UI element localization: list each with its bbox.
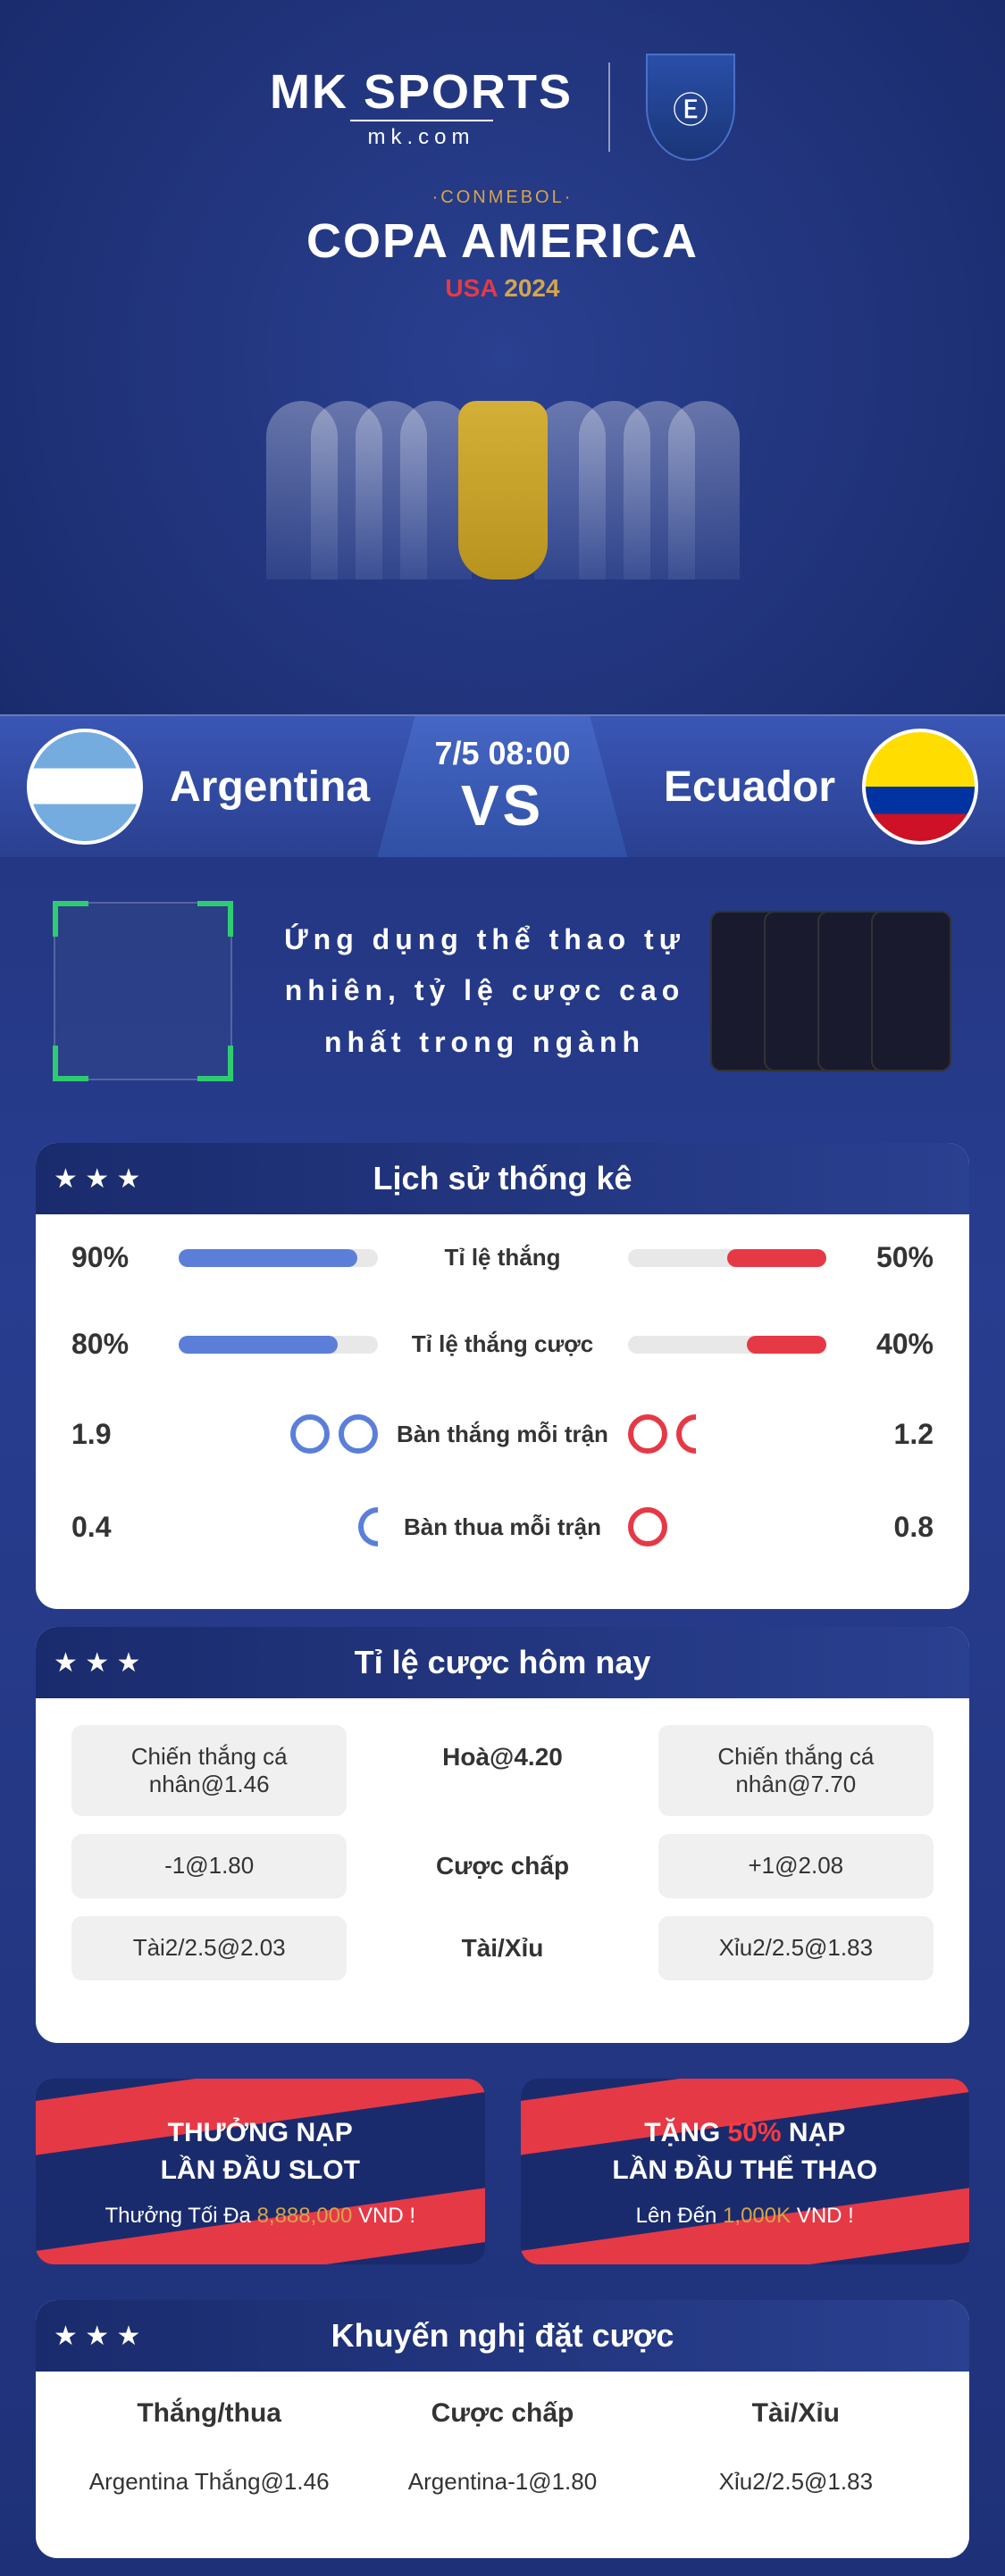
odds-value[interactable]: Chiến thắng cá nhân@1.46 (71, 1725, 347, 1816)
rec-header: Tài/Xỉu (658, 2398, 934, 2429)
goal-left-val: 0.4 (71, 1511, 161, 1544)
promo-text: Ứng dụng thể thao tự nhiên, tỷ lệ cược c… (268, 914, 701, 1069)
goal-left-val: 1.9 (71, 1418, 161, 1451)
rec-header: Cược chấp (364, 2398, 640, 2429)
brand-logo: MK SPORTS mk.com (270, 64, 573, 150)
stat-bar-right (628, 1249, 827, 1267)
stat-label: Tỉ lệ thắng (396, 1244, 610, 1271)
stat-bar-left (179, 1336, 378, 1354)
bonus-slot[interactable]: THƯỞNG NẠP LẦN ĐẦU SLOT Thưởng Tối Đa 8,… (36, 2079, 485, 2264)
goal-row: 1.9 Bàn thắng mỗi trận 1.2 (36, 1388, 969, 1480)
hero-header: MK SPORTS mk.com Ⓔ ·CONMEBOL· COPA AMERI… (0, 0, 1005, 714)
bonus-sport[interactable]: TẶNG 50% NẠP LẦN ĐẦU THỂ THAO Lên Đến 1,… (521, 2079, 970, 2264)
goal-label: Bàn thắng mỗi trận (396, 1421, 610, 1448)
odds-category: Tài/Xỉu (364, 1916, 640, 1980)
odds-title: Tỉ lệ cược hôm nay (355, 1644, 651, 1681)
stat-label: Tỉ lệ thắng cược (396, 1330, 610, 1358)
stat-left-val: 80% (71, 1328, 161, 1361)
stats-section: ★ ★ ★ Lịch sử thống kê 90% Tỉ lệ thắng 5… (36, 1143, 969, 1609)
rec-value[interactable]: Xỉu2/2.5@1.83 (658, 2468, 934, 2496)
players-trophy (0, 329, 1005, 579)
match-time: 7/5 08:00 VS (378, 716, 628, 857)
goal-right-val: 1.2 (844, 1418, 934, 1451)
odds-category: Cược chấp (364, 1834, 640, 1898)
stat-right-val: 50% (844, 1241, 934, 1274)
odds-section: ★ ★ ★ Tỉ lệ cược hôm nay Chiến thắng cá … (36, 1627, 969, 2043)
odds-category: Hoà@4.20 (364, 1725, 640, 1816)
stat-bar-right (628, 1336, 827, 1354)
recommend-section: ★ ★ ★ Khuyến nghị đặt cược Thắng/thuaCượ… (36, 2300, 969, 2558)
team-home: Argentina (0, 729, 378, 845)
rec-value[interactable]: Argentina-1@1.80 (364, 2468, 640, 2496)
goal-balls-right (628, 1414, 827, 1454)
goal-row: 0.4 Bàn thua mỗi trận 0.8 (36, 1480, 969, 1573)
odds-value[interactable]: Xỉu2/2.5@1.83 (658, 1916, 934, 1980)
rec-value[interactable]: Argentina Thắng@1.46 (71, 2468, 347, 2496)
bonus-row: THƯỞNG NẠP LẦN ĐẦU SLOT Thưởng Tối Đa 8,… (36, 2079, 969, 2264)
stat-row: 80% Tỉ lệ thắng cược 40% (36, 1301, 969, 1388)
qr-code[interactable] (54, 902, 232, 1080)
stat-row: 90% Tỉ lệ thắng 50% (36, 1214, 969, 1301)
odds-value[interactable]: -1@1.80 (71, 1834, 347, 1898)
stats-title: Lịch sử thống kê (373, 1160, 632, 1197)
goal-balls-left (179, 1414, 378, 1454)
recommend-title: Khuyến nghị đặt cược (331, 2317, 674, 2355)
flag-argentina (27, 729, 143, 845)
match-bar: Argentina 7/5 08:00 VS Ecuador (0, 714, 1005, 857)
stat-left-val: 90% (71, 1241, 161, 1274)
app-screenshots (737, 911, 951, 1071)
app-promo: Ứng dụng thể thao tự nhiên, tỷ lệ cược c… (0, 857, 1005, 1125)
goal-right-val: 0.8 (844, 1511, 934, 1544)
odds-value[interactable]: Chiến thắng cá nhân@7.70 (658, 1725, 934, 1816)
team-away: Ecuador (628, 729, 1005, 845)
stat-right-val: 40% (844, 1328, 934, 1361)
partner-badge: Ⓔ (646, 54, 735, 161)
odds-value[interactable]: +1@2.08 (658, 1834, 934, 1898)
goal-balls-right (628, 1507, 827, 1546)
goal-balls-left (179, 1507, 378, 1546)
tournament-title: ·CONMEBOL· COPA AMERICA USA 2024 (0, 188, 1005, 303)
goal-label: Bàn thua mỗi trận (396, 1513, 610, 1541)
brand-divider (608, 63, 610, 152)
rec-header: Thắng/thua (71, 2398, 347, 2429)
stat-bar-left (179, 1249, 378, 1267)
flag-ecuador (862, 729, 978, 845)
odds-value[interactable]: Tài2/2.5@2.03 (71, 1916, 347, 1980)
